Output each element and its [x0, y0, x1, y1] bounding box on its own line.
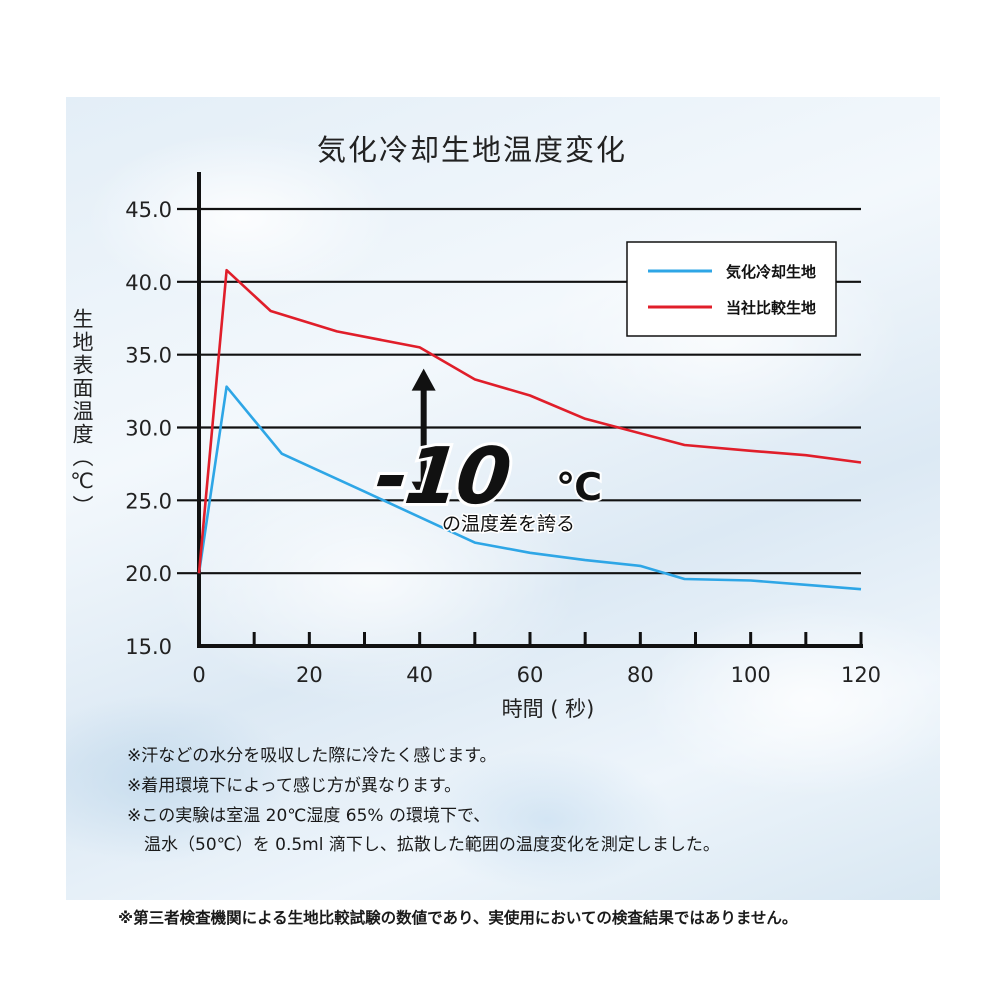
note-line-3: ※この実験は室温 20℃湿度 65% の環境下で、 [127, 806, 491, 826]
difference-value: -10 [371, 431, 513, 522]
y-tick-label: 20.0 [125, 562, 172, 586]
y-tick-label: 35.0 [125, 344, 172, 368]
difference-unit: ℃ [556, 465, 602, 509]
arrowhead-down [411, 481, 436, 504]
legend-box [626, 241, 837, 337]
series-line-1 [197, 385, 862, 591]
note-line-2: ※着用環境下によって感じ方が異なります。 [127, 776, 462, 796]
series-line-2 [197, 268, 862, 574]
x-tick-label: 60 [517, 663, 544, 687]
arrowhead-up [411, 368, 436, 391]
x-tick-label: 80 [627, 663, 654, 687]
y-tick-label: 25.0 [125, 489, 172, 513]
y-tick-label: 40.0 [125, 271, 172, 295]
y-axis-label: 生地表面温度（℃） [70, 308, 94, 518]
y-tick-label: 15.0 [125, 635, 172, 659]
legend-label: 気化冷却生地 [726, 263, 816, 281]
legend-label: 当社比較生地 [726, 299, 816, 317]
disclaimer-note: ※第三者検査機関による生地比較試験の数値であり、実使用においての検査結果ではあり… [118, 909, 798, 927]
y-tick-label: 45.0 [125, 198, 172, 222]
y-tick-label: 30.0 [125, 417, 172, 441]
ice-background [66, 97, 940, 900]
x-tick-label: 100 [731, 663, 771, 687]
x-tick-label: 120 [841, 663, 881, 687]
difference-caption: の温度差を誇る [442, 513, 575, 535]
x-axis-label: 時間 ( 秒) [502, 697, 595, 721]
note-line-1: ※汗などの水分を吸収した際に冷たく感じます。 [127, 746, 497, 766]
x-tick-label: 40 [406, 663, 433, 687]
chart-title: 気化冷却生地温度変化 [317, 133, 627, 167]
note-line-4: 温水（50℃）を 0.5ml 滴下し、拡散した範囲の温度変化を測定しました。 [127, 835, 720, 855]
x-tick-label: 20 [296, 663, 323, 687]
x-tick-label: 0 [192, 663, 205, 687]
